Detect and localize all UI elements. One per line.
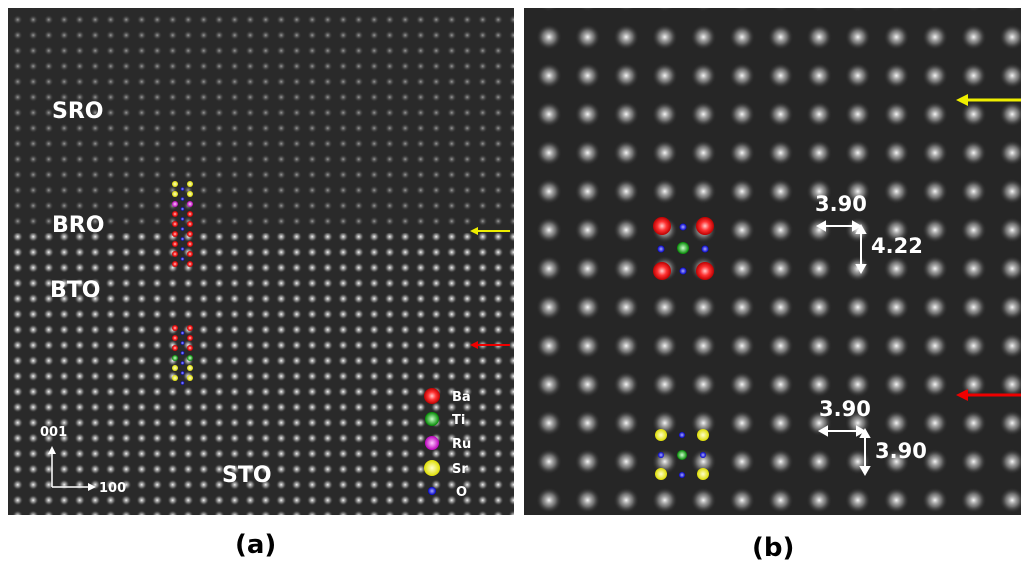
atom (187, 241, 193, 247)
dimension-label: 3.90 (875, 439, 927, 463)
atom (187, 345, 193, 351)
atom (655, 468, 667, 480)
atom (181, 227, 185, 231)
atom (653, 262, 671, 280)
atom (658, 452, 664, 458)
layer-label: BTO (50, 278, 100, 303)
legend-swatch (424, 388, 440, 404)
figure: SRO BRO BTO STO 001 100 Ba Ti Ru Sr O (a… (0, 0, 1021, 560)
atom (696, 262, 714, 280)
atom (658, 246, 665, 253)
atom (181, 341, 185, 345)
atom (172, 241, 178, 247)
atom (187, 211, 193, 217)
atom (181, 371, 185, 375)
legend-label: Ti (452, 413, 465, 428)
atom (677, 242, 689, 254)
atom (187, 191, 193, 197)
legend-swatch (424, 460, 440, 476)
caption: (b) (752, 533, 794, 560)
atom (679, 472, 685, 478)
axis-label: 100 (99, 481, 126, 496)
atom (181, 247, 185, 251)
panel-a: SRO BRO BTO STO 001 100 Ba Ti Ru Sr O (8, 8, 514, 515)
atom (172, 365, 178, 371)
atom (181, 207, 185, 211)
atom (181, 197, 185, 201)
dimension-label: 4.22 (871, 234, 923, 258)
atom (697, 429, 709, 441)
atom (655, 429, 667, 441)
atom (187, 355, 193, 361)
layer-label: STO (222, 463, 272, 488)
atom (181, 331, 185, 335)
atom (181, 351, 185, 355)
atom (172, 181, 178, 187)
atom (653, 217, 671, 235)
atom (700, 452, 706, 458)
legend-label: O (456, 485, 467, 500)
dimension-label: 3.90 (819, 397, 871, 421)
atom (680, 268, 687, 275)
legend-swatch (428, 487, 436, 495)
atom (181, 381, 185, 385)
atom (187, 251, 193, 257)
atom (680, 224, 687, 231)
atom (181, 257, 185, 261)
atom (172, 325, 178, 331)
atom (172, 261, 178, 267)
atom (172, 201, 178, 207)
legend-swatch (425, 412, 439, 426)
legend-label: Sr (452, 462, 468, 477)
legend-label: Ba (452, 390, 471, 405)
atom (187, 325, 193, 331)
atom (187, 375, 193, 381)
layer-label: BRO (52, 213, 104, 238)
atom (181, 217, 185, 221)
lattice (524, 8, 1021, 515)
atom (679, 432, 685, 438)
layer-label: SRO (52, 99, 104, 124)
dimension-label: 3.90 (815, 192, 867, 216)
atom (172, 375, 178, 381)
atom (172, 355, 178, 361)
caption: (a) (235, 530, 276, 560)
axis-label: 001 (40, 425, 67, 440)
atom (181, 187, 185, 191)
atom (187, 335, 193, 341)
atom (187, 181, 193, 187)
atom (172, 221, 178, 227)
atom (187, 221, 193, 227)
atom (172, 335, 178, 341)
atom (172, 211, 178, 217)
atom (697, 468, 709, 480)
atom (187, 201, 193, 207)
atom (172, 231, 178, 237)
atom (696, 217, 714, 235)
atom (172, 251, 178, 257)
atom (187, 231, 193, 237)
atom (187, 365, 193, 371)
atom (181, 237, 185, 241)
atom (702, 246, 709, 253)
panel-b: 3.90 4.22 3.90 3.90 (524, 8, 1021, 515)
atom (181, 361, 185, 365)
atom (172, 191, 178, 197)
legend-swatch (425, 436, 439, 450)
legend-label: Ru (452, 437, 471, 452)
atom (677, 450, 687, 460)
atom (172, 345, 178, 351)
atom (187, 261, 193, 267)
